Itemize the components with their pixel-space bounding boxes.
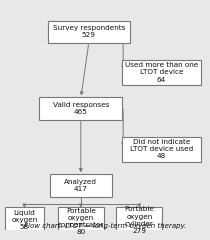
FancyBboxPatch shape	[122, 60, 201, 85]
Text: Did not indicate
LTOT device used
48: Did not indicate LTOT device used 48	[130, 139, 193, 159]
Text: Analyzed
417: Analyzed 417	[64, 179, 97, 192]
Text: Used more than one
LTOT device
64: Used more than one LTOT device 64	[125, 62, 198, 83]
Text: Flow chart. LTOT = long-term oxygen therapy.: Flow chart. LTOT = long-term oxygen ther…	[24, 223, 186, 229]
FancyBboxPatch shape	[58, 207, 104, 236]
Text: Survey respondents
529: Survey respondents 529	[53, 25, 125, 38]
FancyBboxPatch shape	[5, 207, 43, 234]
FancyBboxPatch shape	[39, 97, 122, 120]
FancyBboxPatch shape	[47, 21, 130, 43]
FancyBboxPatch shape	[116, 207, 163, 234]
FancyBboxPatch shape	[50, 174, 112, 197]
FancyBboxPatch shape	[122, 137, 201, 162]
Text: Valid responses
465: Valid responses 465	[53, 102, 109, 115]
Text: Portable
oxygen
cylinder
279: Portable oxygen cylinder 279	[124, 206, 154, 234]
Text: Liquid
oxygen
58: Liquid oxygen 58	[11, 210, 38, 230]
Text: Portable
oxygen
concentrator
80: Portable oxygen concentrator 80	[58, 208, 104, 235]
